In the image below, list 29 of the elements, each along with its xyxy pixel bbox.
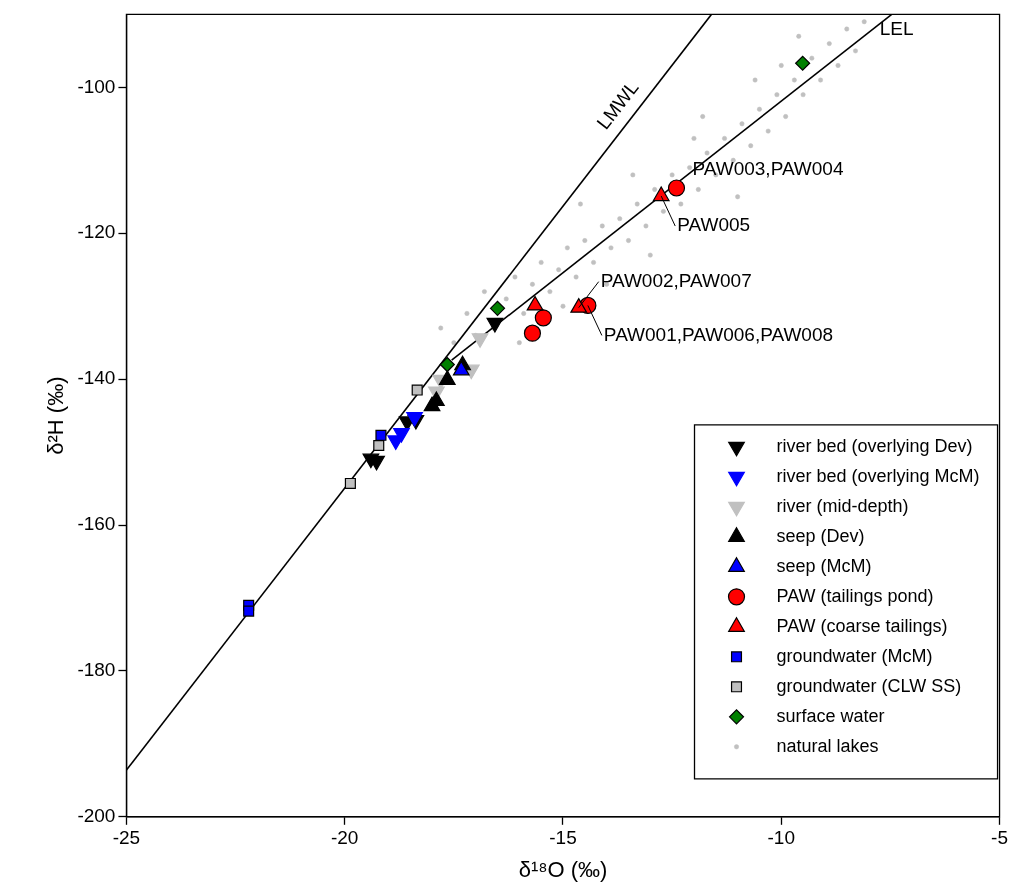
legend-label: river bed (overlying McM) xyxy=(776,465,980,486)
x-tick-label: -25 xyxy=(112,827,141,849)
legend-label: seep (Dev) xyxy=(776,525,865,546)
annotation: PAW003,PAW004 xyxy=(692,158,844,180)
x-tick-label: -20 xyxy=(330,827,359,849)
x-tick-label: -5 xyxy=(991,827,1009,849)
annotation: PAW005 xyxy=(677,214,751,236)
series-label: LEL xyxy=(879,18,914,40)
legend-label: PAW (tailings pond) xyxy=(776,585,934,606)
legend-label: river bed (overlying Dev) xyxy=(776,435,973,456)
legend-label: natural lakes xyxy=(776,735,879,756)
legend-label: groundwater (McM) xyxy=(776,645,933,666)
annotation: PAW001,PAW006,PAW008 xyxy=(603,323,834,345)
legend-label: PAW (coarse tailings) xyxy=(776,615,948,636)
x-tick-label: -15 xyxy=(549,827,577,849)
y-tick-label: -120 xyxy=(77,221,116,243)
y-tick-label: -200 xyxy=(77,805,116,827)
y-tick-label: -100 xyxy=(77,75,116,97)
legend-label: surface water xyxy=(776,705,885,726)
legend-label: river (mid-depth) xyxy=(776,495,909,516)
y-tick-label: -140 xyxy=(77,367,116,389)
y-tick-label: -160 xyxy=(77,513,116,535)
legend-label: groundwater (CLW SS) xyxy=(776,675,962,696)
legend-label: seep (McM) xyxy=(776,555,872,576)
y-axis-title: δ²H (‰) xyxy=(43,376,69,455)
y-tick-label: -180 xyxy=(77,659,116,681)
x-tick-label: -10 xyxy=(767,827,796,849)
annotation: PAW002,PAW007 xyxy=(600,269,752,291)
x-axis-title: δ¹⁸O (‰) xyxy=(518,856,608,882)
